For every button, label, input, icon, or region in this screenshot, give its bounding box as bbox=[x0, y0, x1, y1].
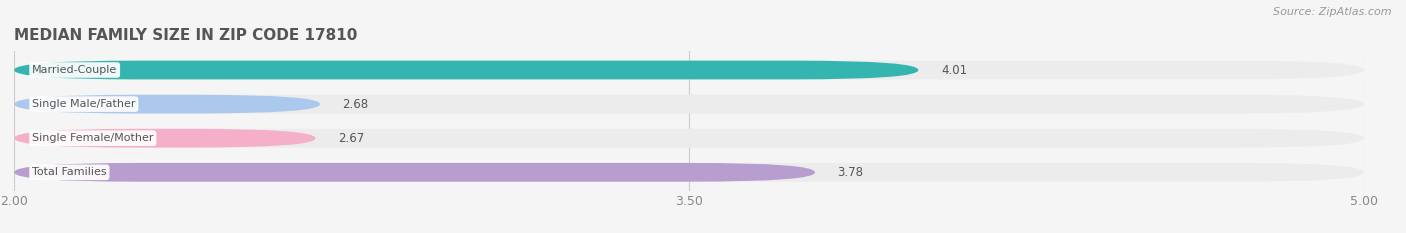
Text: MEDIAN FAMILY SIZE IN ZIP CODE 17810: MEDIAN FAMILY SIZE IN ZIP CODE 17810 bbox=[14, 28, 357, 43]
FancyBboxPatch shape bbox=[14, 129, 1364, 147]
FancyBboxPatch shape bbox=[14, 95, 321, 113]
FancyBboxPatch shape bbox=[14, 61, 918, 79]
Text: 3.78: 3.78 bbox=[838, 166, 863, 179]
Text: 4.01: 4.01 bbox=[941, 64, 967, 76]
FancyBboxPatch shape bbox=[14, 163, 1364, 182]
Text: Total Families: Total Families bbox=[32, 167, 107, 177]
Text: Single Female/Mother: Single Female/Mother bbox=[32, 133, 153, 143]
FancyBboxPatch shape bbox=[14, 129, 315, 147]
Text: 2.67: 2.67 bbox=[337, 132, 364, 145]
Text: Single Male/Father: Single Male/Father bbox=[32, 99, 135, 109]
Text: Married-Couple: Married-Couple bbox=[32, 65, 117, 75]
FancyBboxPatch shape bbox=[14, 95, 1364, 113]
Text: 2.68: 2.68 bbox=[343, 98, 368, 111]
FancyBboxPatch shape bbox=[14, 61, 1364, 79]
FancyBboxPatch shape bbox=[14, 163, 815, 182]
Text: Source: ZipAtlas.com: Source: ZipAtlas.com bbox=[1274, 7, 1392, 17]
